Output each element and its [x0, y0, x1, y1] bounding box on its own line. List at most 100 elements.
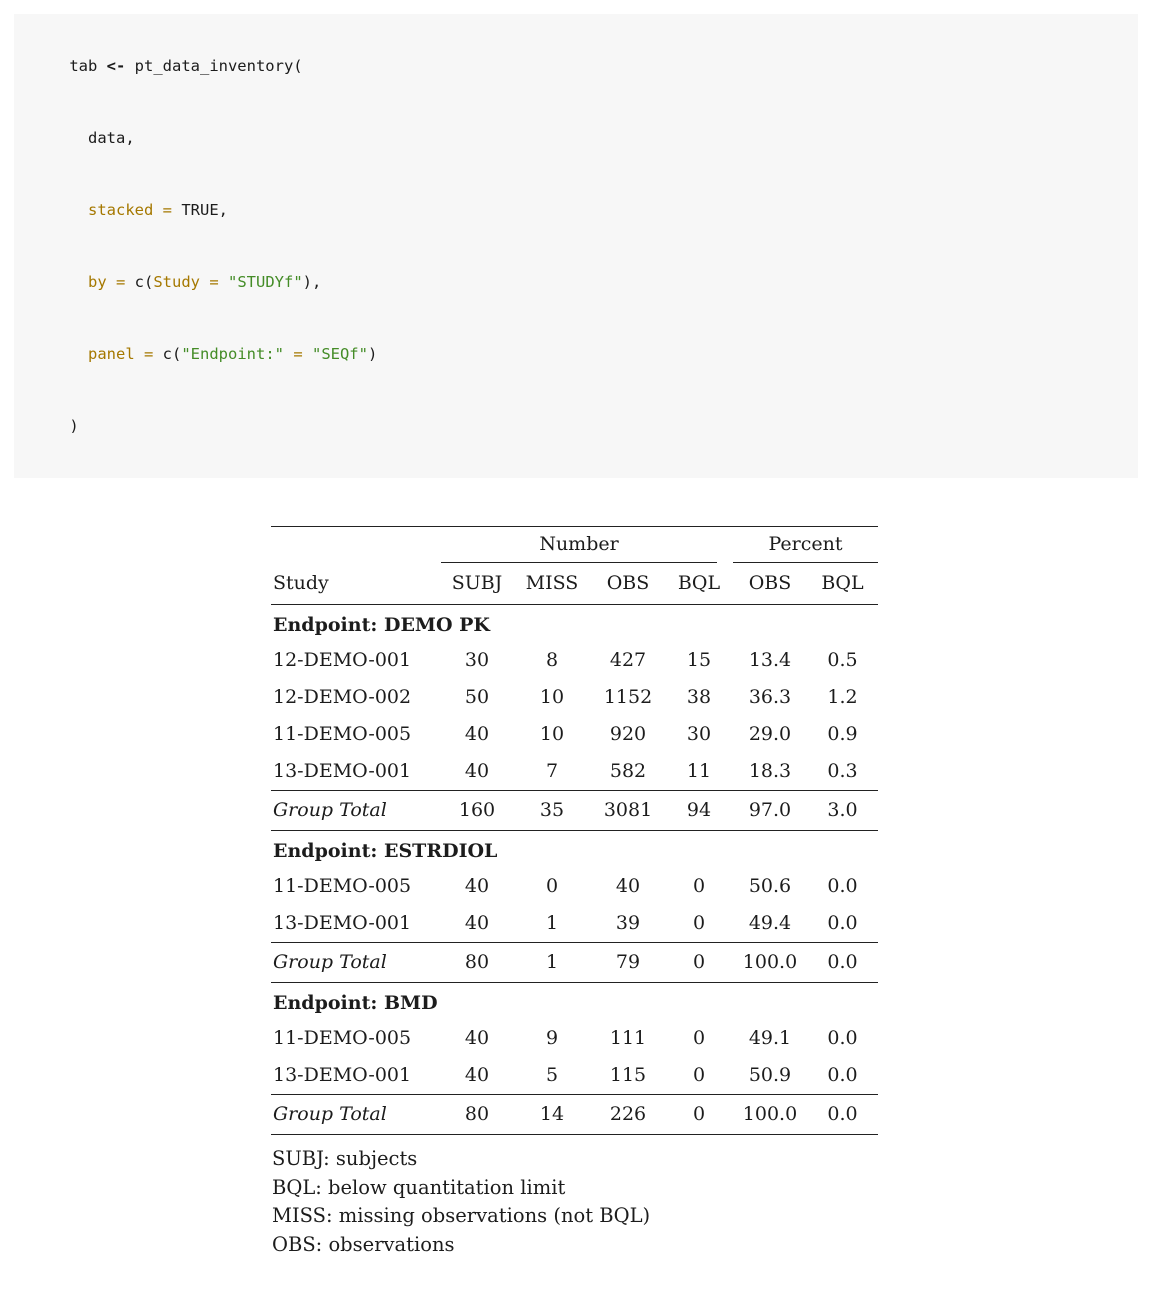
column-header-row: Study SUBJ MISS OBS BQL OBS BQL	[271, 563, 878, 605]
footnote: SUBJ: subjects	[272, 1147, 418, 1170]
table-row: 13-DEMO-001 40 5 115 0 50.9 0.0	[271, 1057, 878, 1095]
cell-study: 13-DEMO-001	[273, 912, 412, 934]
col-header-bql-pct: BQL	[807, 563, 878, 605]
cell-obs-pct: 49.1	[748, 1027, 792, 1049]
spanner-row: Number Percent	[271, 527, 878, 564]
cell-bql: 0	[665, 942, 733, 983]
table-row: 11-DEMO-005 40 10 920 30 29.0 0.9	[271, 716, 878, 753]
cell-miss: 10	[539, 723, 565, 745]
cell-subj: 40	[464, 723, 490, 745]
code-token: pt_data_inventory(	[125, 57, 303, 75]
code-token: "SEQf"	[311, 345, 368, 363]
cell-obs-pct: 50.6	[748, 875, 792, 897]
col-header-miss: MISS	[513, 563, 591, 605]
cell-miss: 0	[545, 875, 559, 897]
cell-miss: 35	[513, 790, 591, 831]
code-line: by = c(Study = "STUDYf"),	[32, 246, 1120, 318]
cell-bql-pct: 3.0	[807, 790, 878, 831]
code-token: by =	[88, 273, 135, 291]
col-header-subj: SUBJ	[441, 563, 513, 605]
cell-obs-pct: 49.4	[748, 912, 792, 934]
group-total-row: Group Total 80 14 226 0 100.0 0.0	[271, 1094, 878, 1135]
cell-subj: 30	[464, 649, 490, 671]
cell-subj: 40	[464, 875, 490, 897]
cell-subj: 50	[464, 686, 490, 708]
code-token	[69, 273, 88, 291]
cell-subj: 40	[464, 912, 490, 934]
cell-bql-pct: 0.0	[827, 875, 858, 897]
cell-miss: 10	[539, 686, 565, 708]
cell-bql: 15	[686, 649, 712, 671]
cell-study: Group Total	[271, 942, 441, 983]
cell-bql: 30	[686, 723, 712, 745]
code-token: c(	[162, 345, 182, 363]
table-row: 11-DEMO-005 40 9 111 0 49.1 0.0	[271, 1020, 878, 1057]
table-footnotes: SUBJ: subjects BQL: below quantitation l…	[272, 1145, 1152, 1259]
cell-obs: 427	[609, 649, 647, 671]
cell-miss: 7	[545, 760, 559, 782]
cell-bql: 11	[686, 760, 712, 782]
cell-miss: 1	[545, 912, 559, 934]
col-header-obs-pct: OBS	[733, 563, 807, 605]
cell-obs-pct: 36.3	[748, 686, 792, 708]
spanner-number: Number	[441, 533, 717, 563]
table-row: 13-DEMO-001 40 1 39 0 49.4 0.0	[271, 905, 878, 943]
cell-bql: 0	[692, 1064, 706, 1086]
group-total-row: Group Total 160 35 3081 94 97.0 3.0	[271, 790, 878, 831]
col-header-bql: BQL	[665, 563, 733, 605]
table-container: Number Percent Study SUBJ MISS OBS BQL O…	[271, 526, 878, 1135]
cell-study: 11-DEMO-005	[273, 1027, 412, 1049]
footnote: BQL: below quantitation limit	[272, 1175, 566, 1199]
code-token: =	[283, 345, 312, 363]
spanner-percent-cell: Percent	[733, 527, 878, 563]
cell-obs: 115	[609, 1064, 647, 1086]
spanner-spacer	[271, 527, 441, 564]
cell-obs: 226	[591, 1094, 665, 1135]
group-total-row: Group Total 80 1 79 0 100.0 0.0	[271, 942, 878, 983]
code-token: panel =	[88, 345, 163, 363]
table-row: 12-DEMO-001 30 8 427 15 13.4 0.5	[271, 642, 878, 679]
cell-bql: 0	[692, 1027, 706, 1049]
code-token: Study =	[153, 273, 228, 291]
footnote: OBS: observations	[272, 1232, 455, 1256]
cell-study: 13-DEMO-001	[273, 1064, 412, 1086]
code-line: data,	[32, 102, 1120, 174]
cell-obs-pct: 29.0	[748, 723, 792, 745]
cell-bql-pct: 0.0	[807, 942, 878, 983]
data-inventory-table: Number Percent Study SUBJ MISS OBS BQL O…	[271, 526, 878, 1135]
cell-obs: 111	[609, 1027, 647, 1049]
cell-bql: 0	[692, 912, 706, 934]
panel-title-row: Endpoint: ESTRDIOL	[271, 831, 878, 869]
cell-bql-pct: 0.5	[827, 649, 858, 671]
cell-bql-pct: 0.0	[827, 1027, 858, 1049]
code-token: ),	[302, 273, 322, 291]
col-header-study: Study	[271, 563, 441, 605]
code-token: TRUE,	[181, 201, 228, 219]
cell-study: 13-DEMO-001	[273, 760, 412, 782]
cell-miss: 9	[545, 1027, 559, 1049]
panel-title: Endpoint: ESTRDIOL	[273, 840, 498, 862]
cell-study: 12-DEMO-002	[273, 686, 412, 708]
cell-study: Group Total	[271, 790, 441, 831]
col-header-obs: OBS	[591, 563, 665, 605]
cell-bql-pct: 0.0	[807, 1094, 878, 1135]
cell-study: 11-DEMO-005	[273, 875, 412, 897]
cell-obs-pct: 50.9	[748, 1064, 792, 1086]
code-line: tab <- pt_data_inventory(	[32, 30, 1120, 102]
cell-subj: 40	[464, 1064, 490, 1086]
cell-bql-pct: 0.3	[827, 760, 858, 782]
panel-title: Endpoint: BMD	[273, 992, 438, 1014]
cell-obs: 79	[591, 942, 665, 983]
cell-obs: 582	[609, 760, 647, 782]
cell-obs: 39	[615, 912, 641, 934]
code-token: )	[69, 417, 79, 435]
cell-bql: 38	[686, 686, 712, 708]
cell-subj: 40	[464, 1027, 490, 1049]
cell-obs-pct: 100.0	[733, 1094, 807, 1135]
code-token: <-	[106, 57, 126, 75]
code-line: stacked = TRUE,	[32, 174, 1120, 246]
code-token: "Endpoint:"	[181, 345, 284, 363]
cell-bql-pct: 0.0	[827, 1064, 858, 1086]
cell-bql-pct: 0.9	[827, 723, 858, 745]
code-token: stacked =	[88, 201, 182, 219]
